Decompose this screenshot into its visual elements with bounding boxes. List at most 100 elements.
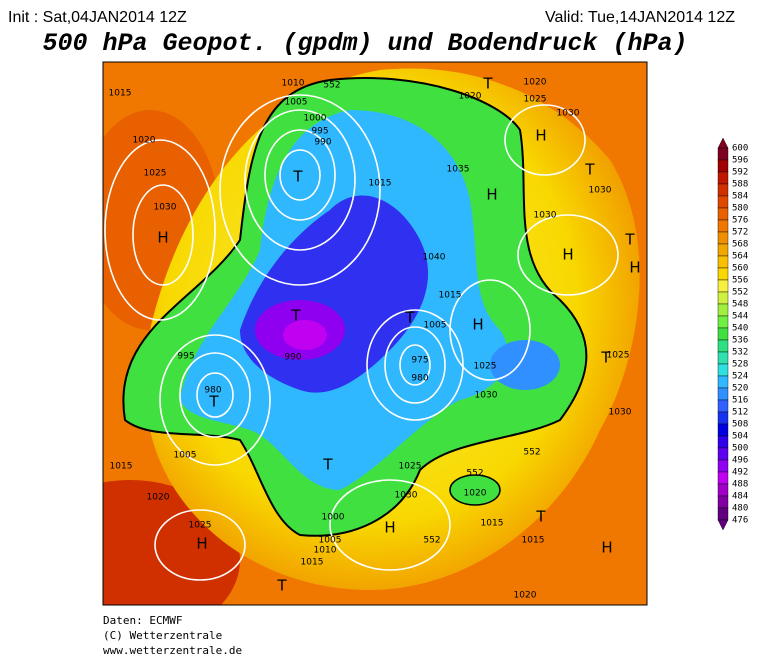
isobar-label: 1025: [189, 521, 212, 531]
colorbar-arrow: [717, 519, 729, 531]
colorbar-swatch: [717, 291, 729, 305]
colorbar-label: 480: [732, 504, 748, 514]
colorbar-label: 532: [732, 348, 748, 358]
isobars: [104, 94, 619, 581]
pressure-center: T: [600, 349, 611, 367]
colorbar-label: 584: [732, 192, 748, 202]
colorbar-label: 564: [732, 252, 748, 262]
pressure-center: H: [196, 535, 207, 553]
colorbar-label: 548: [732, 300, 748, 310]
isobar-label: 1010: [314, 546, 337, 556]
colorbar-label: 580: [732, 204, 748, 214]
isobar-label: 552: [323, 81, 340, 91]
height-zone: [449, 474, 501, 506]
isobar-label: 995: [177, 352, 194, 362]
isobar-label: 552: [523, 448, 540, 458]
colorbar-label: 588: [732, 180, 748, 190]
isobar-label: 980: [411, 374, 428, 384]
isobar-label: 1020: [459, 92, 482, 102]
colorbar-swatch: [717, 507, 729, 521]
colorbar-swatch: [717, 399, 729, 413]
colorbar-swatch: [717, 219, 729, 233]
pressure-center: T: [584, 161, 595, 179]
colorbar-label: 556: [732, 276, 748, 286]
isobar-label: 995: [311, 127, 328, 137]
colorbar-swatch: [717, 207, 729, 221]
height-zone: [490, 340, 560, 390]
footer-url: www.wetterzentrale.de: [103, 644, 242, 657]
isobar-label: 1015: [109, 89, 132, 99]
colorbar-swatch: [717, 447, 729, 461]
isobar-label: 1015: [369, 179, 392, 189]
colorbar-label: 536: [732, 336, 748, 346]
isobar-label: 1025: [399, 462, 422, 472]
colorbar-label: 576: [732, 216, 748, 226]
isobar-label: 1005: [174, 451, 197, 461]
colorbar-swatch: [717, 387, 729, 401]
pressure-center: H: [629, 259, 640, 277]
height-zone: [283, 320, 327, 350]
colorbar-swatch: [717, 435, 729, 449]
colorbar-label: 504: [732, 432, 748, 442]
colorbar-swatch: [717, 279, 729, 293]
colorbar-swatch: [717, 495, 729, 509]
colorbar-label: 600: [732, 144, 748, 154]
colorbar-label: 568: [732, 240, 748, 250]
isobar-label: 1005: [424, 321, 447, 331]
colorbar-swatch: [717, 411, 729, 425]
colorbar-swatch: [717, 339, 729, 353]
pressure-center: T: [290, 307, 301, 325]
pressure-center: H: [535, 127, 546, 145]
colorbar-label: 496: [732, 456, 748, 466]
colorbar-label: 592: [732, 168, 748, 178]
colorbar-swatch: [717, 183, 729, 197]
colorbar-swatch: [717, 315, 729, 329]
isobar-label: 1015: [110, 462, 133, 472]
isobar-label: 1025: [474, 362, 497, 372]
isobar-label: 1005: [285, 98, 308, 108]
colorbar-swatch: [717, 483, 729, 497]
isobar-label: 1040: [423, 253, 446, 263]
colorbar-swatch: [717, 375, 729, 389]
isobar-label: 1020: [147, 493, 170, 503]
isobar-label: 1020: [524, 78, 547, 88]
isobar-label: 1015: [481, 519, 504, 529]
valid-time: Valid: Tue,14JAN2014 12Z: [545, 9, 735, 26]
isobar-label: 1015: [439, 291, 462, 301]
isobar-label: 1025: [524, 95, 547, 105]
colorbar-label: 476: [732, 516, 748, 526]
isobar-label: 552: [466, 469, 483, 479]
pressure-center: T: [322, 456, 333, 474]
colorbar-swatch: [717, 159, 729, 173]
isobar-label: 1025: [144, 169, 167, 179]
colorbar-label: 596: [732, 156, 748, 166]
pressure-center: T: [482, 75, 493, 93]
isobar-label: 552: [423, 536, 440, 546]
pressure-center: T: [208, 393, 219, 411]
pressure-center: T: [624, 231, 635, 249]
colorbar-swatch: [717, 471, 729, 485]
colorbar-swatch: [717, 243, 729, 257]
title: 500 hPa Geopot. (gpdm) und Bodendruck (h…: [42, 29, 687, 58]
colorbar-label: 544: [732, 312, 748, 322]
init-time: Init : Sat,04JAN2014 12Z: [8, 9, 187, 26]
isobar-label: 1030: [609, 408, 632, 418]
colorbar-swatch: [717, 351, 729, 365]
pressure-center: H: [601, 539, 612, 557]
isobar-label: 1000: [322, 513, 345, 523]
colorbar: 600 596 592 588 584 580 576 572 568 564 560 556 552 5…: [717, 137, 748, 531]
colorbar-swatch: [717, 459, 729, 473]
isobar-label: 1030: [475, 391, 498, 401]
footer-copyright: (C) Wetterzentrale: [103, 629, 222, 642]
pressure-center: H: [157, 229, 168, 247]
pressure-center: H: [562, 246, 573, 264]
colorbar-label: 524: [732, 372, 748, 382]
colorbar-label: 488: [732, 480, 748, 490]
isobar-label: 1020: [514, 591, 537, 601]
colorbar-label: 516: [732, 396, 748, 406]
isobar-label: 1030: [534, 211, 557, 221]
pressure-center: H: [384, 519, 395, 537]
